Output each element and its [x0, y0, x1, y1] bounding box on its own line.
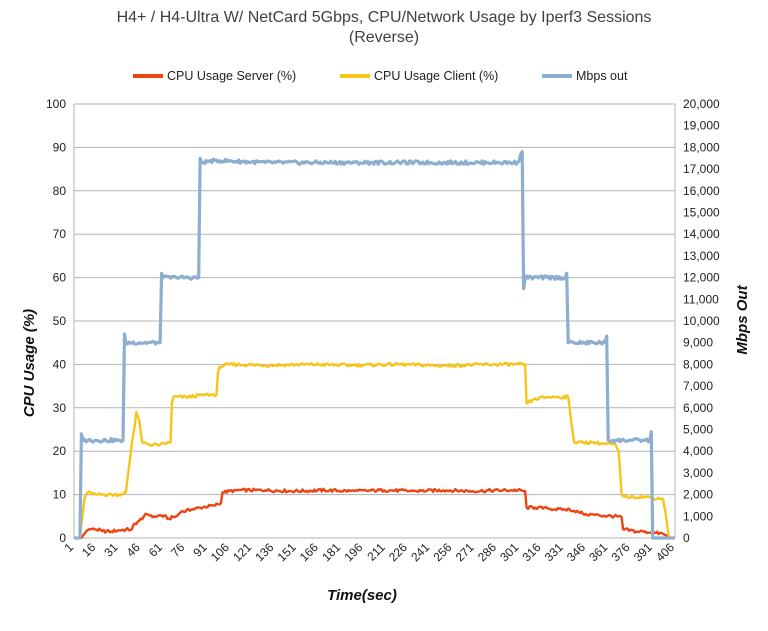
- x-tick-label: 226: [386, 540, 410, 564]
- x-tick-label: 136: [252, 540, 276, 564]
- x-tick-label: 16: [79, 540, 99, 560]
- chart-title-line-1: H4+ / H4-Ultra W/ NetCard 5Gbps, CPU/Net…: [117, 9, 652, 26]
- series-line-server: [74, 487, 675, 540]
- y-left-tick-label: 10: [53, 488, 67, 502]
- x-tick-label: 196: [341, 540, 365, 564]
- y-left-tick-label: 40: [53, 357, 67, 371]
- y-right-tick-label: 7,000: [683, 379, 713, 393]
- y-right-tick-label: 11,000: [683, 292, 719, 306]
- series-lines: [73, 150, 676, 540]
- x-tick-label: 1: [61, 540, 76, 555]
- legend-item-mbps: Mbps out: [542, 69, 628, 83]
- y-right-tick-label: 14,000: [683, 227, 720, 241]
- y-right-tick-label: 3,000: [683, 466, 713, 480]
- y-right-tick-label: 19,000: [683, 119, 720, 133]
- x-tick-label: 151: [275, 540, 299, 564]
- grid-lines: [74, 103, 675, 539]
- y-right-tick-label: 0: [683, 531, 690, 545]
- legend-item-client: CPU Usage Client (%): [340, 69, 498, 83]
- x-tick-label: 376: [609, 540, 633, 564]
- legend-item-server: CPU Usage Server (%): [133, 69, 296, 83]
- y-left-tick-label: 20: [53, 444, 67, 458]
- y-left-tick-label: 60: [53, 271, 67, 285]
- y-right-tick-label: 9,000: [683, 336, 713, 350]
- x-tick-label: 121: [230, 540, 254, 564]
- x-tick-label: 61: [146, 540, 166, 560]
- x-tick-label: 256: [430, 540, 454, 564]
- x-tick-label: 76: [168, 540, 188, 560]
- legend-label-server: CPU Usage Server (%): [167, 69, 296, 83]
- y-right-tick-label: 6,000: [683, 401, 713, 415]
- y-right-tick-label: 15,000: [683, 206, 720, 220]
- series-line-mbps: [73, 150, 676, 540]
- y-left-tick-label: 90: [53, 140, 67, 154]
- x-tick-label: 271: [453, 540, 477, 564]
- x-tick-label: 166: [297, 540, 321, 564]
- y-right-tick-label: 5,000: [683, 423, 713, 437]
- x-tick-label: 346: [564, 540, 588, 564]
- x-tick-label: 106: [208, 540, 232, 564]
- x-tick-label: 406: [653, 540, 677, 564]
- y-right-tick-label: 10,000: [683, 314, 720, 328]
- y-right-tick-label: 13,000: [683, 249, 720, 263]
- x-tick-label: 391: [631, 540, 655, 564]
- y-left-tick-label: 70: [53, 227, 67, 241]
- y-right-tick-label: 4,000: [683, 444, 713, 458]
- y-right-tick-label: 1,000: [683, 509, 713, 523]
- legend: CPU Usage Server (%) CPU Usage Client (%…: [133, 69, 628, 83]
- legend-label-client: CPU Usage Client (%): [374, 69, 498, 83]
- axes: [73, 104, 676, 538]
- y-right-tick-label: 17,000: [683, 162, 720, 176]
- x-tick-label: 331: [542, 540, 566, 564]
- y-left-tick-label: 100: [46, 97, 66, 111]
- y-left-tick-label: 30: [53, 401, 67, 415]
- y-right-tick-label: 18,000: [683, 140, 720, 154]
- x-tick-label: 301: [497, 540, 521, 564]
- y-left-tick-label: 0: [59, 531, 66, 545]
- x-tick-label: 91: [190, 540, 210, 560]
- x-tick-label: 361: [586, 540, 610, 564]
- y-left-tick-label: 80: [53, 184, 67, 198]
- y-right-tick-label: 2,000: [683, 488, 713, 502]
- x-tick-label: 181: [319, 540, 343, 564]
- x-tick-label: 211: [364, 540, 388, 564]
- x-tick-label: 286: [475, 540, 499, 564]
- y-axis-right-title: Mbps Out: [734, 284, 751, 354]
- x-axis-title: Time(sec): [327, 587, 397, 604]
- x-tick-label: 31: [101, 540, 121, 560]
- x-tick-label: 316: [520, 540, 544, 564]
- y-right-tick-label: 16,000: [683, 184, 720, 198]
- y-right-tick-label: 12,000: [683, 271, 720, 285]
- series-line-client: [74, 361, 675, 540]
- legend-label-mbps: Mbps out: [576, 69, 628, 83]
- x-tick-label: 46: [124, 540, 144, 560]
- x-tick-label: 241: [408, 540, 432, 564]
- chart-title-line-2: (Reverse): [349, 29, 419, 46]
- y-right-tick-label: 8,000: [683, 357, 713, 371]
- y-left-tick-label: 50: [53, 314, 67, 328]
- y-axis-left-title: CPU Usage (%): [21, 309, 38, 417]
- y-right-tick-label: 20,000: [683, 97, 720, 111]
